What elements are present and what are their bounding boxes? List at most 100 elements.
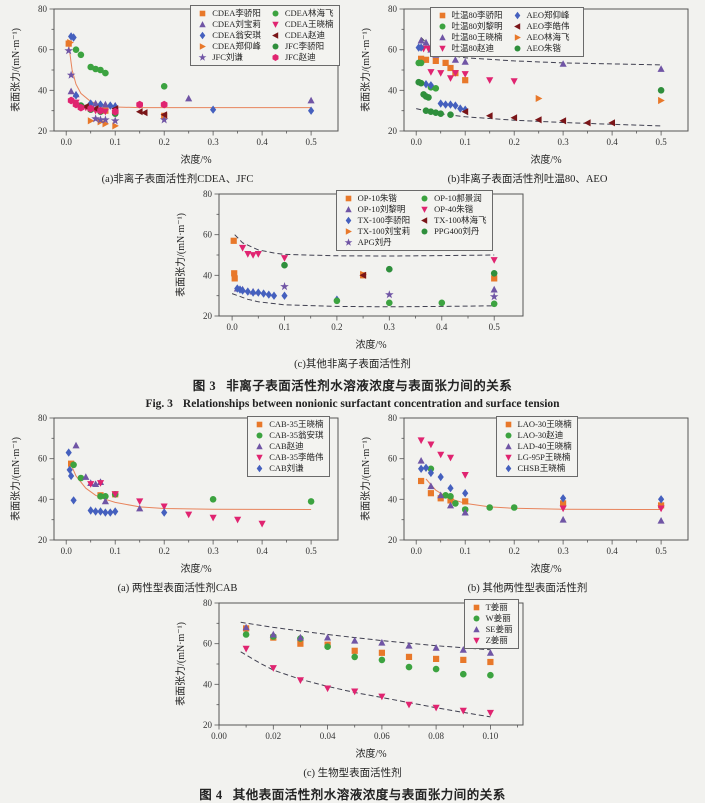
- svg-text:0.08: 0.08: [428, 731, 444, 741]
- fig3c-plot-area: 0.0 0.1 0.2 0.3 0.4 0.5 20 40 60 80 浓度/% 表面张力/(mN·m…: [173, 188, 533, 359]
- fig4a-chart: 0.0 0.1 0.2 0.3 0.4 0.5 20 40 60 80 浓度/% 表面张力/(mN·m…: [8, 412, 348, 595]
- svg-text:0.0: 0.0: [226, 322, 238, 332]
- figure4-title-zh: 其他表面活性剂水溶液浓度与表面张力间的关系: [232, 788, 506, 802]
- legend-label: Z姜丽: [485, 635, 508, 645]
- fit-line: [67, 43, 311, 109]
- legend-item: CAB-35翁安琪: [253, 430, 324, 441]
- legend-label: TX-100刘宝莉: [357, 226, 411, 236]
- series-points: [280, 261, 498, 277]
- envelope-line: [239, 651, 490, 718]
- svg-text:0.4: 0.4: [256, 137, 268, 147]
- svg-text:0.0: 0.0: [60, 546, 72, 556]
- legend-item: W姜丽: [470, 613, 513, 624]
- figure4-block: 0.0 0.1 0.2 0.3 0.4 0.5 20 40 60 80 浓度/% 表面张力/(mN·m…: [0, 412, 705, 803]
- legend-marker-triangle-up: [472, 626, 480, 633]
- legend-label: AEO郑仰峰: [526, 10, 570, 20]
- series-points: [65, 448, 167, 517]
- legend-label: CDEA刘宝莉: [212, 19, 261, 29]
- figure4-label-zh: 图 4: [199, 788, 223, 802]
- svg-text:0.3: 0.3: [557, 546, 569, 556]
- svg-text:0.2: 0.2: [508, 546, 519, 556]
- legend-label: 吐温80刘黎明: [451, 21, 503, 31]
- axis-ticks: [49, 8, 312, 136]
- legend-label: OP-10郝景润: [434, 193, 482, 203]
- fig4a-svg: 0.0 0.1 0.2 0.3 0.4 0.5 20 40 60 80 浓度/% 表面张力/(mN·m…: [9, 413, 338, 575]
- legend-item: LAO-30王晓楠: [502, 419, 572, 430]
- legend-marker-square: [505, 421, 511, 428]
- legend-item: CDEA翁安琪: [196, 30, 261, 41]
- legend-label: JFC刘谦: [212, 52, 243, 62]
- series-points: [242, 631, 494, 679]
- legend-label: LAO-30赵迪: [517, 430, 564, 440]
- svg-text:0.5: 0.5: [305, 137, 317, 147]
- legend-label: T姜丽: [485, 602, 508, 612]
- svg-text:0.3: 0.3: [557, 137, 569, 147]
- legend-label: PPG400刘丹: [434, 226, 480, 236]
- svg-text:0.00: 0.00: [211, 731, 227, 741]
- legend-marker-circle: [439, 23, 445, 30]
- svg-text:80: 80: [203, 189, 213, 199]
- legend-marker-triangle-up: [344, 206, 352, 213]
- legend-item: OP-10郝景润: [418, 193, 486, 204]
- legend-item: CDEA林海飞: [269, 8, 334, 19]
- legend-marker-triangle-left: [271, 32, 279, 39]
- svg-text:0.04: 0.04: [319, 731, 335, 741]
- svg-text:20: 20: [388, 126, 398, 136]
- svg-text:0.06: 0.06: [374, 731, 390, 741]
- legend-item: CDEA赵迪: [269, 30, 334, 41]
- fig3c-chart: 0.0 0.1 0.2 0.3 0.4 0.5 20 40 60 80 浓度/% 表面张力/(mN·m…: [173, 188, 533, 371]
- legend-item: CAB-35王晓楠: [253, 419, 324, 430]
- x-axis-label: 浓度/%: [355, 747, 386, 760]
- legend-label: LAD-40王晓楠: [517, 441, 572, 451]
- svg-text:80: 80: [388, 413, 398, 423]
- legend-label: CDEA李骄阳: [212, 8, 261, 18]
- legend-marker-circle: [272, 10, 279, 17]
- series-points: [461, 108, 615, 127]
- svg-text:0.1: 0.1: [459, 137, 470, 147]
- legend-label: CDEA王晓楠: [284, 19, 334, 29]
- series-points: [238, 244, 498, 264]
- svg-text:0.5: 0.5: [488, 322, 500, 332]
- y-axis-label: 表面张力/(mN·m⁻¹): [359, 437, 372, 521]
- legend-marker-square: [199, 10, 206, 17]
- legend-item: 吐温80赵迪: [436, 43, 503, 54]
- legend-marker-diamond: [514, 11, 520, 20]
- fig4c-svg: 0.00 0.02 0.04 0.06 0.08 0.10 20 40 60 80 浓度/% 表面张力…: [174, 598, 523, 760]
- fig4b-caption: (b) 其他两性型表面活性剂: [467, 583, 588, 594]
- svg-text:0.4: 0.4: [256, 546, 268, 556]
- figure3-row-1: 0.0 0.1 0.2 0.3 0.4 0.5 20 40 60 80 浓度/% 表面张力/(mN·m…: [0, 3, 705, 186]
- svg-text:0.2: 0.2: [331, 322, 342, 332]
- svg-text:20: 20: [388, 535, 398, 545]
- figure4-caption-zh: 图 4 其他表面活性剂水溶液浓度与表面张力间的关系: [0, 784, 705, 803]
- legend-marker-square: [345, 195, 351, 202]
- axis-ticks: [399, 8, 662, 136]
- fig3b-chart: 0.0 0.1 0.2 0.3 0.4 0.5 20 40 60 80 浓度/% 表面张力/(mN·m…: [358, 3, 698, 186]
- svg-text:0.1: 0.1: [109, 137, 120, 147]
- figure3-title-en: Relationships between nonionic surfactan…: [182, 398, 560, 410]
- legend-marker-square: [256, 421, 263, 428]
- svg-text:0.4: 0.4: [436, 322, 448, 332]
- fig3a-chart: 0.0 0.1 0.2 0.3 0.4 0.5 20 40 60 80 浓度/% 表面张力/(mN·m…: [8, 3, 348, 186]
- legend-marker-diamond: [199, 31, 206, 40]
- legend-label: 吐温80王晓楠: [451, 32, 503, 42]
- series-points: [67, 96, 167, 116]
- legend-item: TX-100李骄阳: [342, 215, 410, 226]
- legend-marker-triangle-down: [504, 454, 512, 461]
- legend-label: W姜丽: [485, 613, 511, 623]
- legend-marker-triangle-up: [256, 443, 263, 450]
- figure3-label-en: Fig. 3: [145, 398, 173, 410]
- legend-marker-triangle-right: [514, 34, 521, 41]
- svg-text:0.4: 0.4: [606, 137, 618, 147]
- series-points: [358, 271, 366, 279]
- y-axis-label: 表面张力/(mN·m⁻¹): [174, 213, 187, 297]
- svg-text:60: 60: [38, 45, 48, 55]
- series-points: [417, 437, 665, 513]
- series-points: [233, 284, 340, 304]
- fig3a-caption: (a)非离子表面活性剂CDEA、JFC: [101, 174, 254, 185]
- svg-text:0.3: 0.3: [207, 137, 219, 147]
- svg-text:0.0: 0.0: [60, 137, 72, 147]
- series-points: [427, 465, 517, 513]
- legend-marker-hexagon: [272, 54, 279, 61]
- legend-label: OP-10刘黎明: [357, 204, 406, 214]
- figure3-row-2: 0.0 0.1 0.2 0.3 0.4 0.5 20 40 60 80 浓度/% 表面张力/(mN·m…: [0, 188, 705, 371]
